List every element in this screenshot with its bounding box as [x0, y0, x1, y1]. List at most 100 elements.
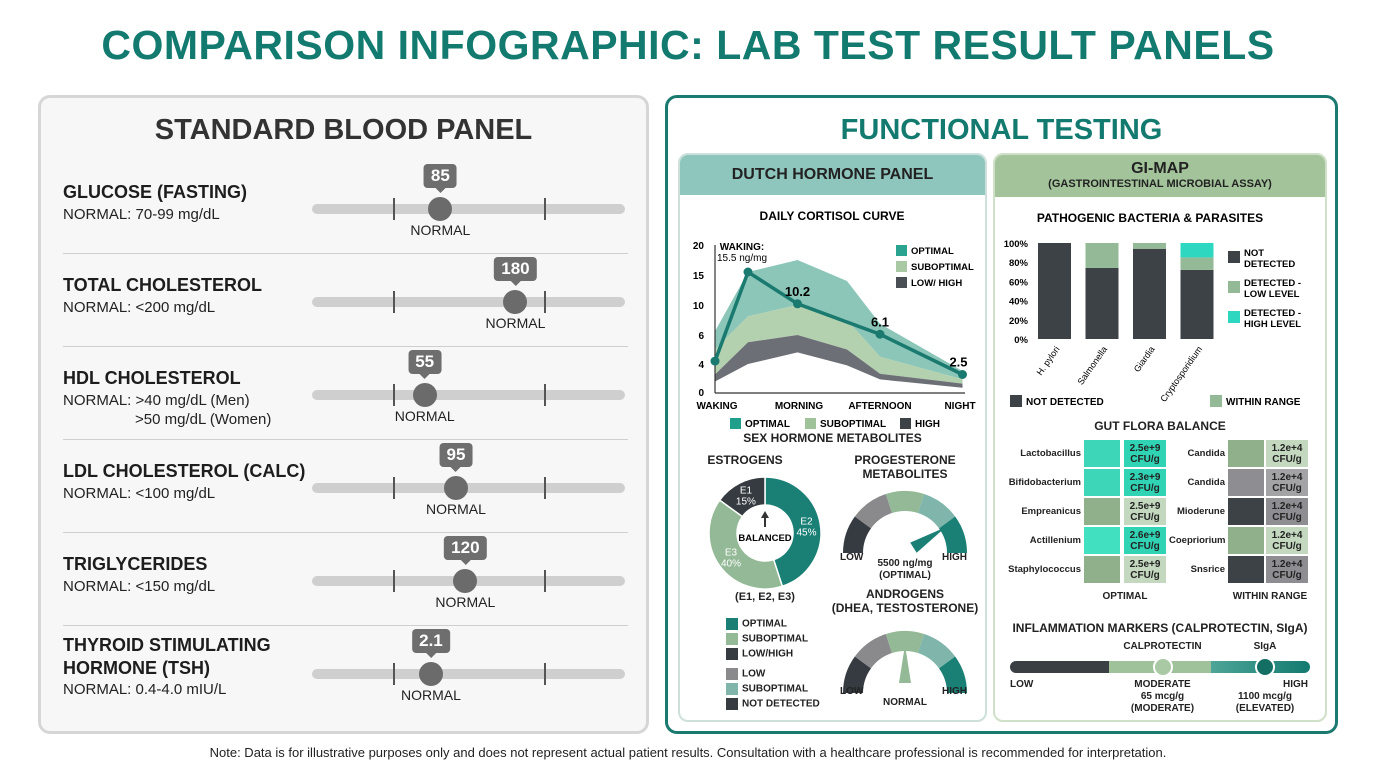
legend-swatch — [896, 277, 907, 288]
flora-value: 2.5e+9 CFU/g — [1123, 439, 1167, 468]
gimap-title: GI-MAP — [1131, 160, 1189, 177]
progesterone-title: PROGESTERONE METABOLITES — [830, 453, 980, 481]
range-tick-high — [544, 663, 546, 685]
flora-value-number: 1.2e+4 — [1271, 529, 1303, 541]
legend-label: SUBOPTIMAL — [742, 633, 809, 645]
legend-swatch — [726, 668, 738, 680]
flora-swatch — [1083, 439, 1121, 468]
flora-value: 1.2e+4 CFU/g — [1265, 497, 1309, 526]
flora-swatch — [1083, 526, 1121, 555]
legend-label: LOW/ HIGH — [911, 278, 962, 289]
legend-swatch — [896, 261, 907, 272]
flora-value-unit: CFU/g — [1130, 482, 1160, 494]
slider-track — [312, 669, 625, 679]
cortisol-point — [875, 329, 885, 339]
donut-slice-e1 — [718, 476, 766, 518]
row-divider — [63, 532, 628, 533]
gauge-segment — [843, 516, 872, 553]
androgens-gauge — [843, 631, 967, 693]
flora-name: Bifidobacterium — [1008, 477, 1081, 488]
androgens-status: NORMAL — [883, 697, 927, 708]
value-marker — [428, 197, 453, 221]
range-tick-low — [393, 384, 395, 406]
estrogens-subtitle: (E1, E2, E3) — [735, 591, 795, 603]
range-tick-high — [544, 291, 546, 313]
value-badge: 180 — [494, 257, 537, 286]
flora-value-unit: CFU/g — [1272, 482, 1302, 494]
flora-swatch — [1083, 555, 1121, 584]
range-tick-low — [393, 198, 395, 220]
flora-swatch — [1227, 555, 1265, 584]
bar-segment — [1180, 269, 1214, 339]
value-badge: 85 — [423, 164, 457, 193]
row-name: TOTAL CHOLESTEROL — [63, 275, 263, 295]
status-label: NORMAL — [485, 315, 546, 331]
flora-name: Staphylococcus — [1008, 564, 1081, 575]
y-tick-label: 100% — [1004, 239, 1029, 250]
slice-label: E2 — [800, 516, 813, 527]
gauge-segment — [854, 494, 893, 529]
range-tick-low — [393, 477, 395, 499]
siga-result: 1100 mcg/g (ELEVATED) — [1220, 691, 1310, 715]
slice-label: E3 — [725, 548, 738, 559]
y-tick-label: 20 — [693, 241, 705, 252]
flora-value: 1.2e+4 CFU/g — [1265, 555, 1309, 584]
gauge-needle — [910, 527, 946, 553]
flora-value-unit: CFU/g — [1272, 453, 1302, 465]
legend-label: NOT — [1244, 248, 1264, 259]
slice-pct: 40% — [721, 559, 741, 570]
point-label: 6.1 — [871, 314, 889, 329]
y-tick-label: 40% — [1009, 297, 1029, 308]
legend-label-line2: LOW LEVEL — [1244, 289, 1300, 300]
androgens-title-line2: (DHEA, TESTOSTERONE) — [831, 601, 979, 615]
legend-label: NOT DETECTED — [742, 698, 820, 710]
x-tick-label: Giardia — [1132, 344, 1157, 374]
estrogen-legend: OPTIMAL SUBOPTIMAL LOW/HIGH LOW SUBOPTIMAL NO… — [726, 615, 820, 710]
cortisol-chart: DAILY CORTISOL CURVE 0 4 6 10 15 20 10.2 6.1 2.5 W… — [693, 209, 976, 430]
legend-label: SUBOPTIMAL — [911, 262, 974, 273]
legend-swatch — [1210, 395, 1222, 407]
y-tick-label: 4 — [698, 360, 704, 371]
value-marker — [418, 662, 443, 686]
legend-swatch — [896, 245, 907, 256]
siga-value: 1100 mcg/g — [1238, 691, 1292, 702]
page-title: COMPARISON INFOGRAPHIC: LAB TEST RESULT … — [101, 22, 1275, 68]
flora-value-unit: CFU/g — [1130, 453, 1160, 465]
flora-optimal-label: OPTIMAL — [1102, 591, 1148, 602]
flora-swatch — [1083, 468, 1121, 497]
legend-label: DETECTED - — [1244, 278, 1301, 289]
legend-label: NOT DETECTED — [1026, 397, 1104, 408]
bar-segment — [1133, 243, 1166, 249]
gauge-segment — [885, 491, 925, 514]
x-tick-label: Salmonella — [1075, 344, 1109, 386]
legend-swatch — [726, 618, 738, 630]
slice-pct: 15% — [736, 497, 756, 508]
flora-value: 1.2e+4 CFU/g — [1265, 526, 1309, 555]
row-normal-range: NORMAL: <100 mg/dL — [63, 485, 216, 502]
annotation-line1: WAKING: — [720, 242, 764, 253]
flora-value: 2.5e+9 CFU/g — [1123, 497, 1167, 526]
legend-item: OPTIMAL — [726, 618, 820, 630]
row-name: THYROID STIMULATING — [63, 635, 271, 655]
gauge-segment — [885, 631, 925, 654]
row-name: LDL CHOLESTEROL (CALC) — [63, 461, 306, 481]
legend-label: SUBOPTIMAL — [820, 419, 886, 430]
bar-segment — [1038, 243, 1071, 339]
gimap-header: GI-MAP (GASTROINTESTINAL MICROBIAL ASSAY… — [995, 155, 1325, 197]
value-marker — [443, 476, 468, 500]
legend-item: SUBOPTIMAL — [726, 683, 820, 695]
flora-value-unit: CFU/g — [1130, 511, 1160, 523]
legend-swatch — [900, 418, 911, 429]
point-label: 2.5 — [949, 355, 967, 370]
gauge-segment — [854, 634, 893, 669]
legend-item: NOT DETECTED — [726, 698, 820, 710]
gauge-low-label: LOW — [840, 686, 864, 697]
flora-name: Candida — [1187, 477, 1225, 488]
row-name: HDL CHOLESTEROL — [63, 368, 241, 388]
legend-label: HIGH — [915, 419, 940, 430]
flora-swatch — [1083, 497, 1121, 526]
inflammation-title: INFLAMMATION MARKERS (CALPROTECTIN, SIgA… — [1012, 621, 1308, 635]
legend-label: LOW — [742, 668, 766, 680]
legend-swatch — [1228, 311, 1240, 323]
flora-name: Empreanicus — [1021, 506, 1081, 517]
